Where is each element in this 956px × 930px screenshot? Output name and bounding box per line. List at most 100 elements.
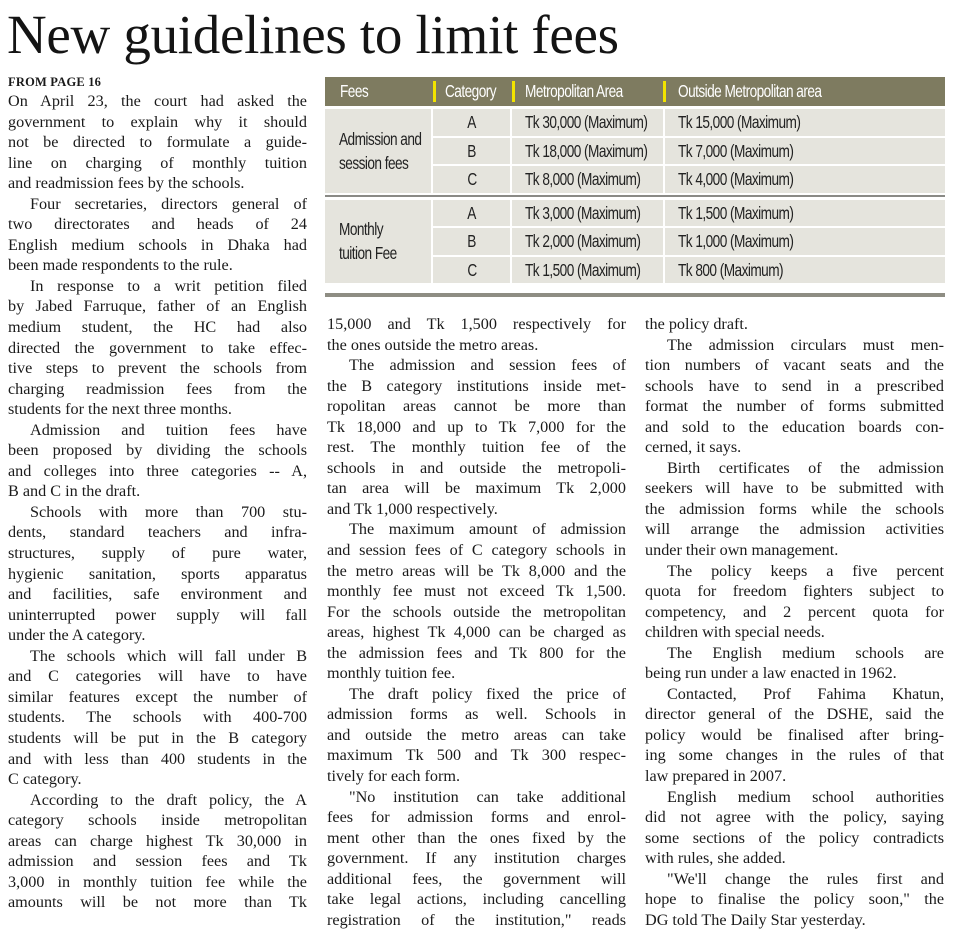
metropolitan-fee-cell: Tk 1,500 (Maximum) <box>525 259 641 280</box>
article-text-line: been made respondents to the rule. <box>8 256 233 275</box>
article-text-line: The policy keeps a five percent <box>667 561 944 580</box>
article-text-line: under their own management. <box>645 541 839 560</box>
article-text-line: "No institution can take additional <box>349 787 626 806</box>
article-text-line: registration of the institution," reads <box>327 910 626 929</box>
article-text-line: quota for freedom fighters subject to <box>645 582 944 601</box>
outside-metropolitan-fee-cell: Tk 1,500 (Maximum) <box>678 202 794 223</box>
category-cell-box: A <box>433 109 510 136</box>
header-fees: Fees <box>340 81 369 101</box>
article-text-line: under the A category. <box>8 626 146 645</box>
category-cell-box: C <box>433 166 510 193</box>
article-text-line: schools in and outside the metropoli- <box>327 458 626 477</box>
metropolitan-fee-cell: Tk 2,000 (Maximum) <box>525 231 641 251</box>
article-text-line: dents, standard teachers and infra- <box>8 523 307 542</box>
article-text-line: 3,000 in monthly tuition fee while the <box>8 872 307 891</box>
article-text-line: "We'll change the rules first and <box>667 869 944 888</box>
article-text-line: not be directed to formulate a guide- <box>8 133 307 152</box>
category-cell-box: C <box>433 256 510 283</box>
category-cell: B <box>467 140 476 161</box>
header-category: Category <box>445 81 497 101</box>
article-text-line: tive steps to prevent the schools from <box>8 359 307 378</box>
category-cell: A <box>467 202 476 223</box>
article-text-line: DG told The Daily Star yesterday. <box>645 910 866 929</box>
article-text-line: students will be put in the B category <box>8 728 307 747</box>
article-text-line: C category. <box>8 770 82 789</box>
article-text-line: competency, and 2 percent quota for <box>645 602 944 621</box>
article-text-line: English medium schools in Dhaka had <box>8 235 307 254</box>
article-text-line: Schools with more than 700 stu- <box>30 502 307 521</box>
article-text-line: and C categories will have to have <box>8 667 307 686</box>
category-cell: C <box>466 259 477 280</box>
fees-table: Fees Category Metropolitan Area Outside … <box>325 77 945 299</box>
metropolitan-fee-cell-box: Tk 30,000 (Maximum) <box>512 109 663 136</box>
article-text-line: children with special needs. <box>645 623 825 642</box>
article-text-line: fees for admission forms and enrol- <box>327 808 626 827</box>
article-text-line: The admission and session fees of <box>349 356 626 375</box>
table-header: Fees Category Metropolitan Area Outside … <box>325 77 945 106</box>
article-text-line: Four secretaries, directors general of <box>30 194 307 213</box>
outside-metropolitan-fee-cell-box: Tk 4,000 (Maximum) <box>665 166 945 193</box>
table-bottom-rule <box>325 293 945 297</box>
article-text-line: ropolitan areas cannot be more than <box>327 397 626 416</box>
article-text-line: government. If any institution charges <box>327 849 626 868</box>
article-text-line: additional fees, the government will <box>327 869 626 888</box>
article-column-2: 15,000 and Tk 1,500 respectively for the … <box>327 314 626 930</box>
article-text-line: The admission circulars must men- <box>667 335 944 354</box>
metropolitan-fee-cell-box: Tk 3,000 (Maximum) <box>512 199 663 226</box>
category-cell: B <box>467 231 476 251</box>
article-text-line: and readmission fees by the schools. <box>8 174 245 193</box>
article-text-line: amounts will be not more than Tk <box>8 893 307 912</box>
article-text-line: format the number of forms submitted <box>645 397 944 416</box>
article-text-line: and with less than 400 students in the <box>8 749 307 768</box>
article-text-line: line on charging of monthly tuition <box>8 153 307 172</box>
metropolitan-fee-cell-box: Tk 18,000 (Maximum) <box>512 137 663 164</box>
article-text-line: take legal actions, including cancelling <box>327 890 626 909</box>
article-column-1: On April 23, the court had asked the gove… <box>8 91 307 913</box>
article-text-line: two directorates and heads of 24 <box>8 215 307 234</box>
outside-metropolitan-fee-cell: Tk 15,000 (Maximum) <box>678 112 801 132</box>
fee-group-label: Monthly tuition Fee <box>325 199 431 283</box>
article-text-line: maximum Tk 500 and Tk 300 respec- <box>327 746 626 765</box>
article-text-line: hygienic sanitation, sports apparatus <box>8 564 307 583</box>
article-text-line: The schools which will fall under B <box>30 646 307 665</box>
group-divider <box>325 195 945 197</box>
article-text-line: B and C in the draft. <box>8 482 141 501</box>
fee-group-label-line: Monthly <box>339 219 384 240</box>
article-text-line: the ones outside the metro areas. <box>327 335 539 354</box>
article-text-line: similar features except the number of <box>8 687 307 706</box>
article-text-line: and outside the metro areas can take <box>327 725 626 744</box>
article-text-line: Birth certificates of the admission <box>667 458 944 477</box>
article-text-line: rest. The monthly tuition fee of the <box>327 438 626 457</box>
outside-metropolitan-fee-cell: Tk 4,000 (Maximum) <box>678 169 794 189</box>
header-separator <box>512 81 515 102</box>
article-text-line: ing some changes in the rules of that <box>645 746 944 765</box>
article-text-line: hope to finalise the policy soon," the <box>645 890 944 909</box>
article-text-line: government to explain why it should <box>8 112 307 131</box>
article-text-line: tion numbers of vacant seats and the <box>645 356 944 375</box>
header-metropolitan-cell: Metropolitan Area <box>525 77 661 106</box>
article-text-line: being run under a law enacted in 1962. <box>645 664 897 683</box>
article-text-line: medium student, the HC had also <box>8 318 307 337</box>
header-outside-metropolitan-cell: Outside Metropolitan area <box>678 77 940 106</box>
category-cell-box: A <box>433 199 510 226</box>
headline: New guidelines to limit fees <box>7 4 619 65</box>
metropolitan-fee-cell: Tk 3,000 (Maximum) <box>525 202 641 223</box>
article-text-line: the admission fees and Tk 800 for the <box>327 643 626 662</box>
continued-from-label: FROM PAGE 16 <box>8 75 102 89</box>
article-text-line: students for the next three months. <box>8 400 232 419</box>
article-text-line: the B category institutions inside met- <box>327 376 626 395</box>
article-text-line: charging readmission fees from the <box>8 379 307 398</box>
article-text-line: uninterrupted power supply will fall <box>8 605 307 624</box>
article-text-line: admission forms as well. Schools in <box>327 705 626 724</box>
fee-group-label-line-wrap: session fees <box>339 151 431 175</box>
metropolitan-fee-cell: Tk 30,000 (Maximum) <box>525 112 648 132</box>
article-text-line: ment other than the ones fixed by the <box>327 828 626 847</box>
article-text-line: the policy draft. <box>645 315 748 333</box>
article-text-line: did not agree with the policy, saying <box>645 808 944 827</box>
fee-group-label-line-wrap: Admission and <box>339 127 431 151</box>
article-text-line: by Jabed Farruque, father of an English <box>8 297 307 316</box>
outside-metropolitan-fee-cell-box: Tk 800 (Maximum) <box>665 256 945 283</box>
metropolitan-fee-cell-box: Tk 2,000 (Maximum) <box>512 228 663 255</box>
category-cell: A <box>467 112 476 132</box>
article-text-line: monthly tuition fee. <box>327 664 456 683</box>
